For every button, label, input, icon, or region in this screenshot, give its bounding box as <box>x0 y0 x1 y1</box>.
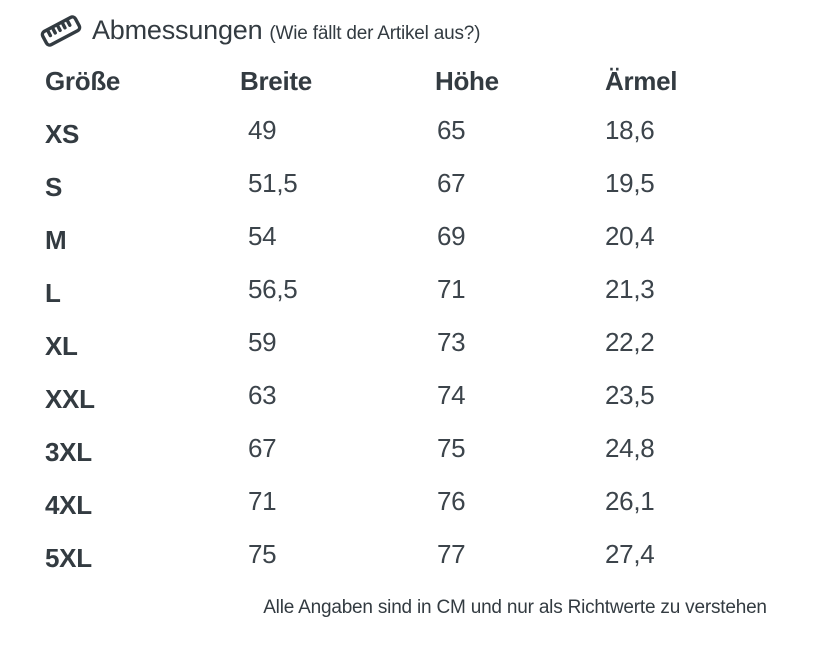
hoehe-value: 73 <box>437 327 466 357</box>
hoehe-value: 71 <box>437 274 466 304</box>
size-table: Größe Breite Höhe Ärmel XS 49 65 18,6 S … <box>45 55 828 585</box>
section-header: Abmessungen (Wie fällt der Artikel aus?) <box>0 0 828 48</box>
column-header-aermel: Ärmel <box>605 66 678 96</box>
breite-value: 54 <box>248 221 277 251</box>
size-label: M <box>45 225 67 255</box>
size-label: XS <box>45 119 80 149</box>
footer-note: Alle Angaben sind in CM und nur als Rich… <box>263 597 767 618</box>
size-label: L <box>45 278 61 308</box>
breite-value: 51,5 <box>248 168 298 198</box>
size-label: XL <box>45 331 78 361</box>
aermel-value: 26,1 <box>605 486 655 516</box>
size-label: XXL <box>45 384 95 414</box>
column-header-hoehe: Höhe <box>435 66 499 96</box>
breite-value: 49 <box>248 115 277 145</box>
hoehe-value: 76 <box>437 486 466 516</box>
size-label: 4XL <box>45 490 92 520</box>
aermel-value: 27,4 <box>605 539 655 569</box>
breite-value: 75 <box>248 539 277 569</box>
size-label: 3XL <box>45 437 92 467</box>
size-label: S <box>45 172 63 202</box>
breite-value: 71 <box>248 486 277 516</box>
aermel-value: 22,2 <box>605 327 655 357</box>
section-subtitle: (Wie fällt der Artikel aus?) <box>269 23 481 44</box>
aermel-value: 21,3 <box>605 274 655 304</box>
hoehe-value: 67 <box>437 168 466 198</box>
ruler-icon <box>38 12 84 50</box>
aermel-value: 19,5 <box>605 168 655 198</box>
hoehe-value: 77 <box>437 539 466 569</box>
breite-value: 59 <box>248 327 277 357</box>
hoehe-value: 74 <box>437 380 466 410</box>
aermel-value: 18,6 <box>605 115 655 145</box>
aermel-value: 20,4 <box>605 221 655 251</box>
breite-value: 63 <box>248 380 277 410</box>
column-header-breite: Breite <box>240 66 312 96</box>
column-header-groesse: Größe <box>45 66 121 96</box>
breite-value: 56,5 <box>248 274 298 304</box>
section-title: Abmessungen <box>92 15 263 45</box>
hoehe-value: 69 <box>437 221 466 251</box>
breite-value: 67 <box>248 433 277 463</box>
hoehe-value: 65 <box>437 115 466 145</box>
hoehe-value: 75 <box>437 433 466 463</box>
size-label: 5XL <box>45 543 92 573</box>
aermel-value: 23,5 <box>605 380 655 410</box>
aermel-value: 24,8 <box>605 433 655 463</box>
